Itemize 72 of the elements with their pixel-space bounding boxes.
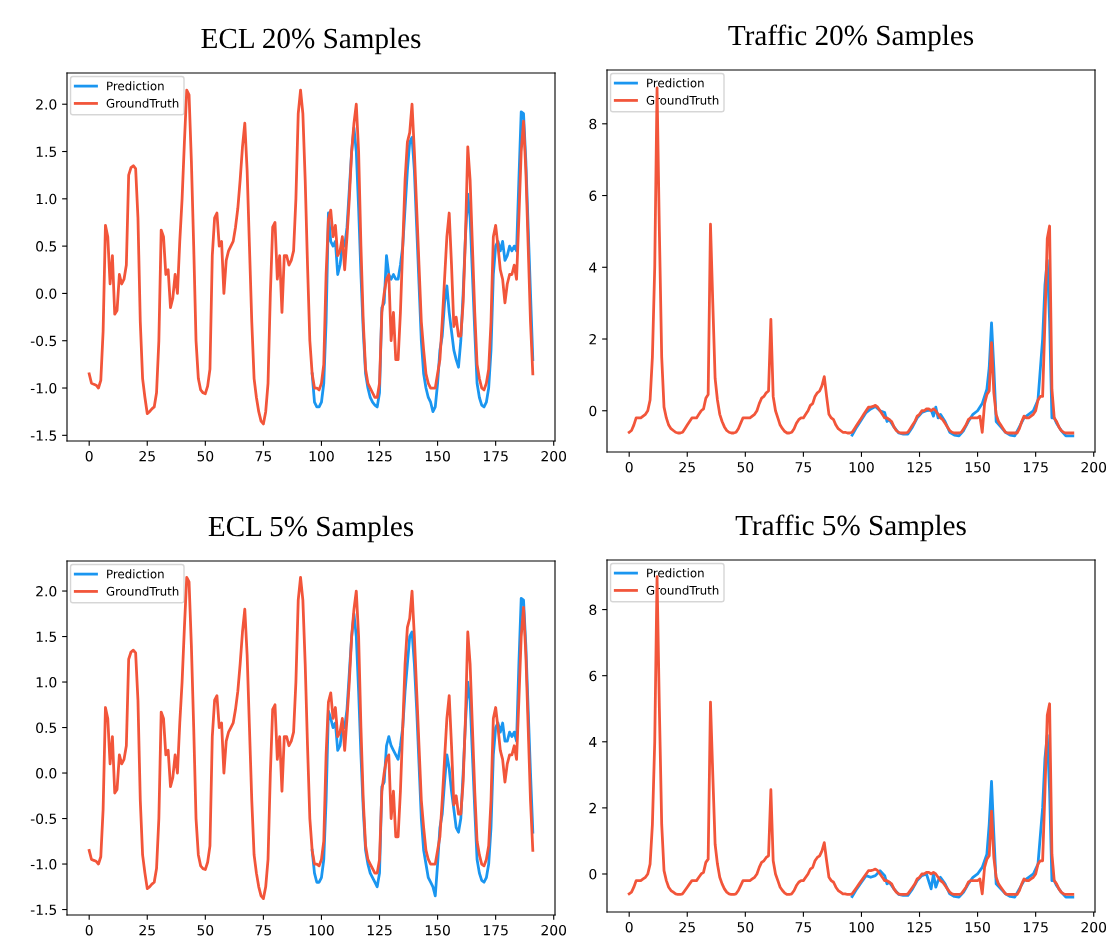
x-tick-label: 125: [367, 924, 392, 936]
legend-label: Prediction: [107, 569, 164, 579]
y-tick-label: 1.0: [36, 677, 57, 688]
y-tick-label: 8: [589, 118, 597, 130]
x-tick-label: 200: [1081, 461, 1107, 473]
y-tick-label: 0.0: [36, 768, 57, 779]
x-tick-label: 175: [483, 451, 508, 462]
y-tick-label: 1.5: [36, 146, 57, 157]
chart-title: Traffic 20% Samples: [728, 24, 974, 52]
y-tick-label: -1.5: [30, 430, 57, 441]
x-tick-label: 150: [965, 461, 990, 473]
y-tick-label: -0.5: [30, 813, 57, 825]
x-tick-label: 150: [965, 921, 990, 933]
x-tick-label: 50: [737, 921, 754, 933]
x-tick-label: 75: [255, 451, 272, 462]
x-tick-label: 25: [139, 924, 155, 936]
chart-title: ECL 5% Samples: [208, 515, 414, 543]
y-tick-label: -1.5: [30, 904, 57, 916]
legend-label: Prediction: [647, 568, 704, 578]
x-tick-label: 100: [849, 461, 874, 473]
x-tick-label: 25: [679, 921, 695, 933]
y-tick-label: 0: [589, 405, 597, 417]
x-tick-label: 100: [309, 450, 334, 462]
y-tick-label: -0.5: [30, 335, 57, 347]
x-tick-label: 75: [255, 925, 272, 936]
y-tick-label: -1.0: [30, 859, 57, 870]
y-tick-label: 0.5: [36, 241, 57, 252]
x-tick-label: 150: [425, 450, 450, 462]
x-tick-label: 200: [541, 924, 567, 936]
y-tick-label: 0.5: [36, 722, 57, 734]
x-tick-label: 175: [1023, 462, 1048, 473]
x-tick-label: 0: [85, 450, 93, 462]
chart-title: ECL 20% Samples: [201, 27, 421, 55]
x-tick-label: 50: [737, 461, 754, 473]
y-tick-label: 1.0: [36, 193, 57, 205]
y-tick-label: -1.0: [30, 382, 57, 394]
x-tick-label: 75: [795, 462, 812, 473]
y-tick-label: 2: [589, 333, 596, 345]
y-tick-label: 4: [589, 262, 597, 273]
x-tick-label: 150: [425, 924, 450, 936]
legend-label: GroundTruth: [106, 586, 179, 596]
y-tick-label: 2.0: [36, 586, 57, 597]
y-tick-label: 2.0: [36, 99, 57, 110]
x-tick-label: 0: [625, 921, 633, 933]
legend-label: Prediction: [107, 81, 164, 91]
x-tick-label: 125: [907, 461, 932, 473]
x-tick-label: 125: [907, 921, 932, 933]
x-tick-label: 75: [795, 922, 812, 933]
x-tick-label: 50: [197, 924, 214, 936]
y-tick-label: 4: [589, 736, 597, 748]
x-tick-label: 175: [1023, 922, 1048, 933]
y-tick-label: 2: [589, 802, 596, 814]
y-tick-label: 0: [589, 868, 597, 880]
chart-title: Traffic 5% Samples: [735, 514, 966, 542]
x-tick-label: 25: [139, 450, 155, 462]
legend-label: Prediction: [647, 78, 704, 88]
y-tick-label: 0.0: [36, 288, 57, 299]
y-tick-label: 6: [589, 190, 597, 202]
y-tick-label: 1.5: [36, 631, 57, 643]
y-tick-label: 8: [589, 604, 597, 616]
y-tick-label: 6: [589, 670, 597, 682]
x-tick-label: 25: [679, 461, 695, 473]
x-tick-label: 100: [309, 924, 334, 936]
x-tick-label: 0: [85, 924, 93, 936]
x-tick-label: 50: [197, 450, 214, 462]
x-tick-label: 175: [483, 925, 508, 936]
x-tick-label: 200: [1081, 921, 1107, 933]
x-tick-label: 200: [541, 450, 567, 462]
x-tick-label: 100: [849, 921, 874, 933]
legend-label: GroundTruth: [106, 98, 179, 108]
x-tick-label: 125: [367, 450, 392, 462]
x-tick-label: 0: [625, 461, 633, 473]
